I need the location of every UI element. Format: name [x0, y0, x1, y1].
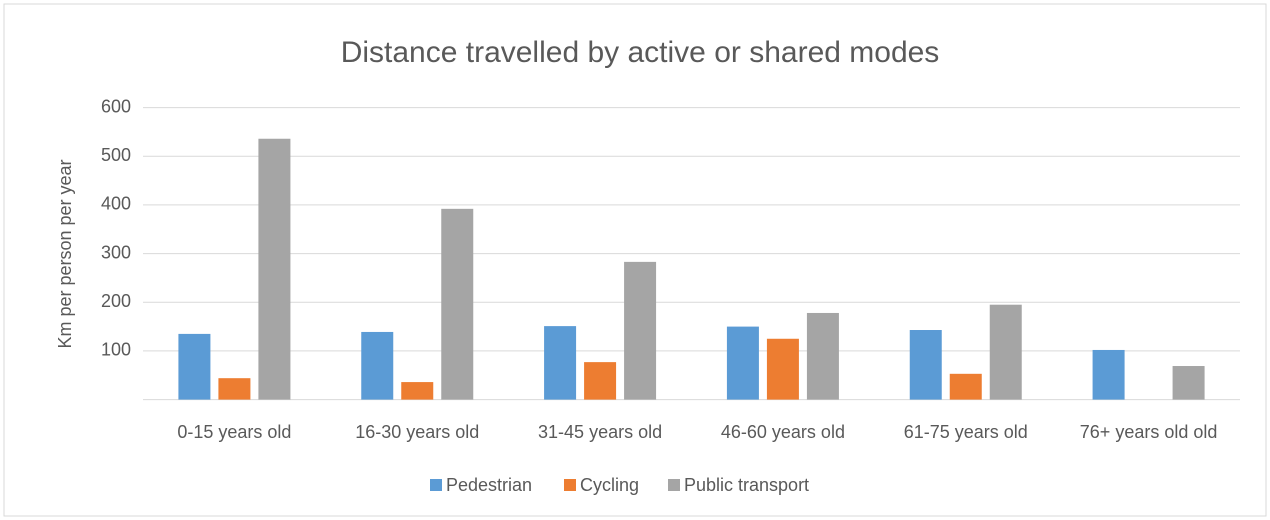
bar — [441, 208, 474, 400]
bar — [1172, 366, 1205, 400]
chart-title: Distance travelled by active or shared m… — [341, 36, 940, 69]
y-tick-label: 100 — [101, 340, 131, 360]
bar — [258, 138, 291, 400]
y-tick-label: 300 — [101, 242, 131, 262]
y-tick-label: 500 — [101, 145, 131, 165]
x-tick-label: 61-75 years old — [904, 422, 1028, 442]
legend-swatch — [564, 479, 576, 491]
bar — [909, 330, 942, 400]
x-tick-label: 46-60 years old — [721, 422, 845, 442]
bar — [178, 333, 211, 400]
bar — [361, 331, 394, 400]
x-tick-label: 31-45 years old — [538, 422, 662, 442]
legend-label: Cycling — [580, 475, 639, 495]
chart-frame — [3, 3, 1267, 517]
bar — [624, 261, 657, 400]
bar — [989, 304, 1022, 400]
bar — [218, 378, 251, 400]
legend-swatch — [668, 479, 680, 491]
legend-label: Public transport — [684, 475, 809, 495]
x-tick-label: 16-30 years old — [355, 422, 479, 442]
bar — [1092, 349, 1125, 400]
bar — [401, 382, 434, 400]
bar — [766, 338, 799, 400]
y-tick-label: 400 — [101, 194, 131, 214]
bar — [806, 312, 839, 400]
y-tick-label: 200 — [101, 291, 131, 311]
legend-swatch — [430, 479, 442, 491]
legend-label: Pedestrian — [446, 475, 532, 495]
bar — [584, 362, 617, 400]
bar — [726, 326, 759, 400]
x-tick-label: 0-15 years old — [177, 422, 291, 442]
y-axis-label: Km per person per year — [55, 159, 75, 348]
bar — [949, 373, 982, 400]
x-tick-label: 76+ years old old — [1080, 422, 1218, 442]
y-tick-label: 600 — [101, 96, 131, 116]
bar — [544, 326, 577, 400]
